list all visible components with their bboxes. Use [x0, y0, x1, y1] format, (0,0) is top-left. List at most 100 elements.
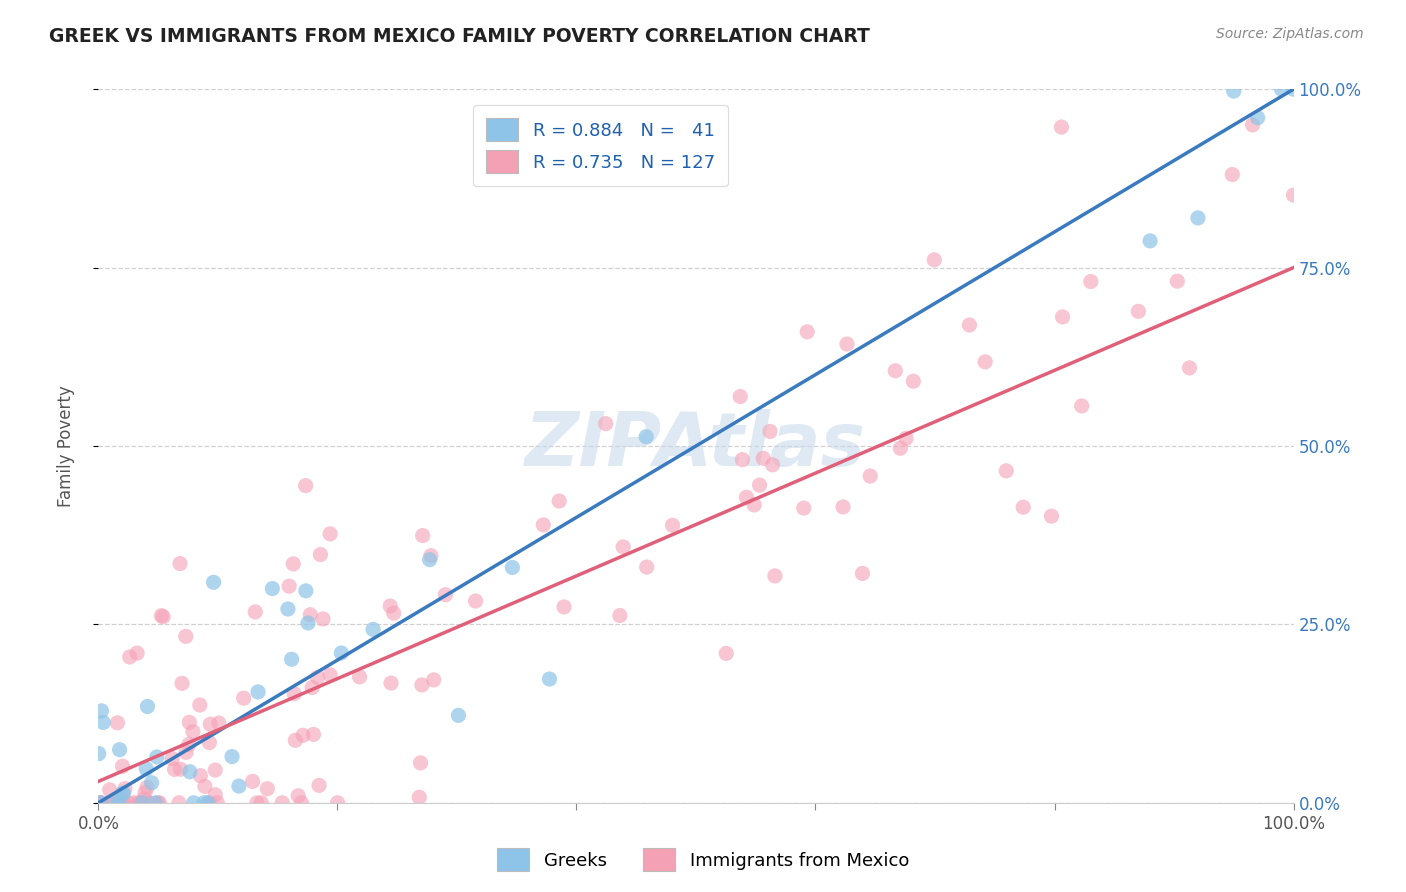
Point [553, 599, 575, 614]
Point [382, 606, 405, 620]
Point [447, 708, 470, 723]
Point [127, 796, 149, 810]
Point [422, 673, 444, 687]
Point [112, 796, 135, 810]
Point [1128, 304, 1150, 318]
Point [129, 796, 152, 810]
Point [197, 796, 219, 810]
Point [179, 715, 201, 730]
Point [208, 716, 231, 731]
Point [169, 762, 191, 776]
Point [636, 560, 658, 574]
Point [118, 649, 141, 664]
Point [716, 646, 738, 660]
Point [609, 608, 631, 623]
Point [763, 569, 786, 583]
Point [204, 763, 226, 777]
Point [111, 759, 134, 773]
Point [174, 745, 197, 759]
Point [1050, 120, 1073, 134]
Point [111, 786, 134, 800]
Point [108, 742, 131, 756]
Point [143, 796, 166, 810]
Point [380, 599, 402, 613]
Point [135, 762, 157, 776]
Point [1178, 360, 1201, 375]
Point [271, 796, 294, 810]
Legend: R = 0.884   N =   41, R = 0.735   N = 127: R = 0.884 N = 41, R = 0.735 N = 127 [474, 105, 727, 186]
Point [1166, 274, 1188, 288]
Point [98, 782, 121, 797]
Point [1220, 168, 1243, 182]
Point [995, 464, 1018, 478]
Point [262, 582, 284, 596]
Point [136, 780, 159, 795]
Point [280, 652, 302, 666]
Point [761, 458, 783, 472]
Point [91, 715, 114, 730]
Point [548, 494, 571, 508]
Point [636, 430, 658, 444]
Point [309, 548, 332, 562]
Point [167, 796, 190, 810]
Point [136, 699, 159, 714]
Point [957, 318, 980, 332]
Point [748, 478, 770, 492]
Point [793, 501, 815, 516]
Point [1271, 82, 1294, 96]
Point [181, 724, 204, 739]
Point [759, 425, 782, 439]
Point [200, 717, 222, 731]
Point [1187, 211, 1209, 225]
Point [308, 778, 330, 792]
Point [349, 670, 371, 684]
Point [245, 605, 267, 619]
Point [464, 594, 486, 608]
Point [595, 417, 617, 431]
Point [103, 796, 125, 810]
Point [221, 749, 243, 764]
Point [105, 796, 128, 810]
Point [1223, 84, 1246, 98]
Point [411, 678, 433, 692]
Point [412, 528, 434, 542]
Point [114, 781, 136, 796]
Point [250, 796, 273, 810]
Point [319, 527, 342, 541]
Point [295, 583, 318, 598]
Point [290, 796, 312, 810]
Point [283, 687, 305, 701]
Point [89, 796, 111, 810]
Point [728, 390, 751, 404]
Point [108, 796, 131, 810]
Point [198, 736, 221, 750]
Point [122, 796, 145, 810]
Point [283, 557, 305, 571]
Point [832, 500, 855, 514]
Point [150, 608, 173, 623]
Point [889, 441, 911, 455]
Point [894, 431, 917, 445]
Point [170, 676, 193, 690]
Point [141, 775, 163, 789]
Point [160, 751, 183, 765]
Point [146, 796, 169, 810]
Point [134, 792, 156, 806]
Point [278, 579, 301, 593]
Y-axis label: Family Poverty: Family Poverty [56, 385, 75, 507]
Text: ZIPAtlas: ZIPAtlas [526, 409, 866, 483]
Point [1012, 500, 1035, 515]
Point [612, 540, 634, 554]
Point [190, 769, 212, 783]
Point [292, 728, 315, 742]
Point [301, 681, 323, 695]
Point [90, 796, 112, 810]
Text: Source: ZipAtlas.com: Source: ZipAtlas.com [1216, 27, 1364, 41]
Point [287, 789, 309, 803]
Point [297, 615, 319, 630]
Point [163, 763, 186, 777]
Point [312, 612, 335, 626]
Point [188, 698, 211, 712]
Point [319, 668, 342, 682]
Point [204, 788, 226, 802]
